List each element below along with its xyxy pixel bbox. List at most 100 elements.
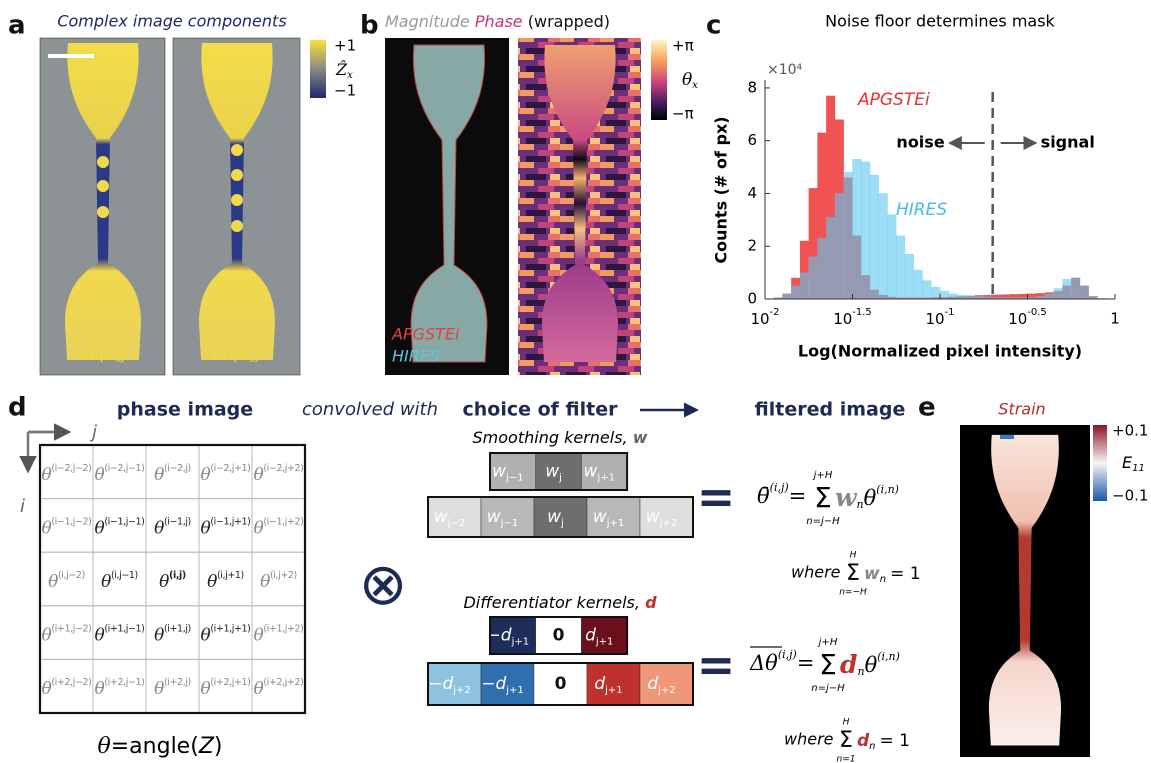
histogram-bar xyxy=(1045,294,1054,299)
grid-cell-label: θ(i−1,j) xyxy=(154,516,191,538)
image-imag xyxy=(173,38,300,375)
formula-lhs: θ̄(i,j)= xyxy=(757,481,806,508)
grid-cell-label: θ(i,j+1) xyxy=(207,570,244,592)
cell-index: (i−2,j−2) xyxy=(51,462,91,473)
kernels: wj−1wjwj+1wj−2wj−1wjwj+1wj+2−dj+10dj+1−d… xyxy=(428,453,693,705)
phase-grid: θ(i−2,j−2)θ(i−2,j−1)θ(i−2,j)θ(i−2,j+1)θ(… xyxy=(40,445,305,713)
series-label: APGSTEi xyxy=(857,90,930,110)
histogram-bar xyxy=(922,281,931,299)
histogram-bar xyxy=(1071,278,1080,299)
grid-cell-label: θ(i−2,j−1) xyxy=(95,462,145,484)
histogram-bar xyxy=(931,287,940,299)
cell-index: (i+1,j−2) xyxy=(51,623,91,634)
kernel-symbol: w xyxy=(646,507,660,527)
histogram-bar xyxy=(809,257,818,299)
histogram-bar xyxy=(826,217,835,299)
histogram-bar xyxy=(800,273,809,299)
colorbar-label: Ẑx xyxy=(335,59,353,81)
label-part: θ xyxy=(682,70,692,90)
cell-index: (i−1,j+1) xyxy=(210,516,250,527)
histogram-bar xyxy=(914,270,923,299)
histogram-bar xyxy=(949,294,958,299)
formula-upper: j+H xyxy=(812,470,833,481)
term: θ xyxy=(864,486,877,510)
x-tick-label: 10-2 xyxy=(750,307,779,328)
x-tick-label: 10-0.5 xyxy=(1008,307,1047,328)
formula-lower: n=j−H xyxy=(811,683,845,694)
equals: = xyxy=(697,470,736,524)
kernel-label: 0 xyxy=(553,626,565,646)
lhs: θ̄ xyxy=(757,484,770,508)
tick-exponent: -1.5 xyxy=(852,307,872,318)
heading: filtered image xyxy=(755,399,906,421)
label-part: ) xyxy=(121,345,128,364)
weight-sub: n xyxy=(880,574,886,585)
heading: choice of filter xyxy=(463,399,619,421)
label-sub: 11 xyxy=(1132,463,1145,474)
tick-exponent: -2 xyxy=(770,307,780,318)
kernel-sub: j+1 xyxy=(606,518,625,529)
image-real xyxy=(40,38,165,375)
y-tick-label: 4 xyxy=(747,184,757,202)
kernel-sub: j+2 xyxy=(659,518,678,529)
cell-index: (i+2,j) xyxy=(164,677,191,688)
grid-cell-label: θ(i−2,j+1) xyxy=(201,462,251,484)
legend-label: HIRES xyxy=(392,347,440,366)
rhs: = 1 xyxy=(880,731,910,751)
rhs: = 1 xyxy=(890,564,920,584)
lhs: Δθ xyxy=(749,651,778,675)
histogram-bar xyxy=(861,162,870,299)
cell-index: (i+1,j+2) xyxy=(263,623,303,634)
weight: d xyxy=(840,650,857,679)
weight: w xyxy=(835,483,858,512)
formula-sum: Σ xyxy=(819,648,837,681)
x-tick-label: 1 xyxy=(1110,310,1120,328)
constraint-rhs: dn= 1 xyxy=(857,731,910,752)
constraint-sum: Σ xyxy=(846,561,860,586)
y-multiplier: ×10⁴ xyxy=(767,62,803,78)
eq: = xyxy=(789,484,807,508)
kernel-symbol: w xyxy=(545,462,559,482)
colorbar-max: +0.1 xyxy=(1112,422,1148,440)
tick-base: 10 xyxy=(1008,310,1027,328)
y-tick-label: 2 xyxy=(747,237,757,255)
cell-index: (i+2,j−2) xyxy=(51,677,91,688)
caption-part: Z xyxy=(198,734,215,759)
formula-upper: j+H xyxy=(817,637,838,648)
label-part: ) xyxy=(255,345,262,364)
figure: a Complex image components Re(Zx) Im(Zx)… xyxy=(0,0,1151,763)
kernel-sub: j+1 xyxy=(604,685,623,696)
panel-title: Strain xyxy=(998,400,1045,419)
histogram-bar xyxy=(783,294,792,299)
label-part: Ẑ xyxy=(335,59,348,79)
colorbar-min: −0.1 xyxy=(1112,487,1148,505)
grid-cell-label: θ(i−2,j+2) xyxy=(254,462,304,484)
cell-symbol: θ xyxy=(254,625,264,645)
term: θ xyxy=(865,653,878,677)
title-part: Differentiator kernels, xyxy=(463,593,645,612)
grid-cell-label: θ(i−1,j+1) xyxy=(201,516,251,538)
formula-sum: Σ xyxy=(814,481,832,514)
kernel-symbol: w xyxy=(434,507,448,527)
cell-index: (i+2,j−1) xyxy=(104,677,144,688)
panel-letter: b xyxy=(360,11,379,41)
title-part: Magnitude xyxy=(385,12,470,31)
cell-symbol: θ xyxy=(260,572,270,592)
x-tick-label: 10-1 xyxy=(925,307,954,328)
cell-symbol: θ xyxy=(42,518,52,538)
heading: convolved with xyxy=(302,399,438,420)
formula-lhs: Δθ(i,j)= xyxy=(749,648,814,675)
kernel-symbol: d xyxy=(594,674,605,694)
histogram-bar xyxy=(870,175,879,299)
panel-letter: c xyxy=(706,11,721,41)
constraint-sum: Σ xyxy=(839,728,853,753)
cell-index: (i+2,j+2) xyxy=(263,677,303,688)
legend-label: APGSTEi xyxy=(391,325,460,344)
cell-symbol: θ xyxy=(42,679,52,699)
lhs-sup: (i,j) xyxy=(778,648,797,661)
histogram-bar xyxy=(879,193,888,299)
histogram-bar xyxy=(1054,288,1063,299)
cell-index: (i−1,j−2) xyxy=(51,516,91,527)
histogram-bar xyxy=(817,238,826,299)
term-sup: (i,n) xyxy=(877,650,900,663)
